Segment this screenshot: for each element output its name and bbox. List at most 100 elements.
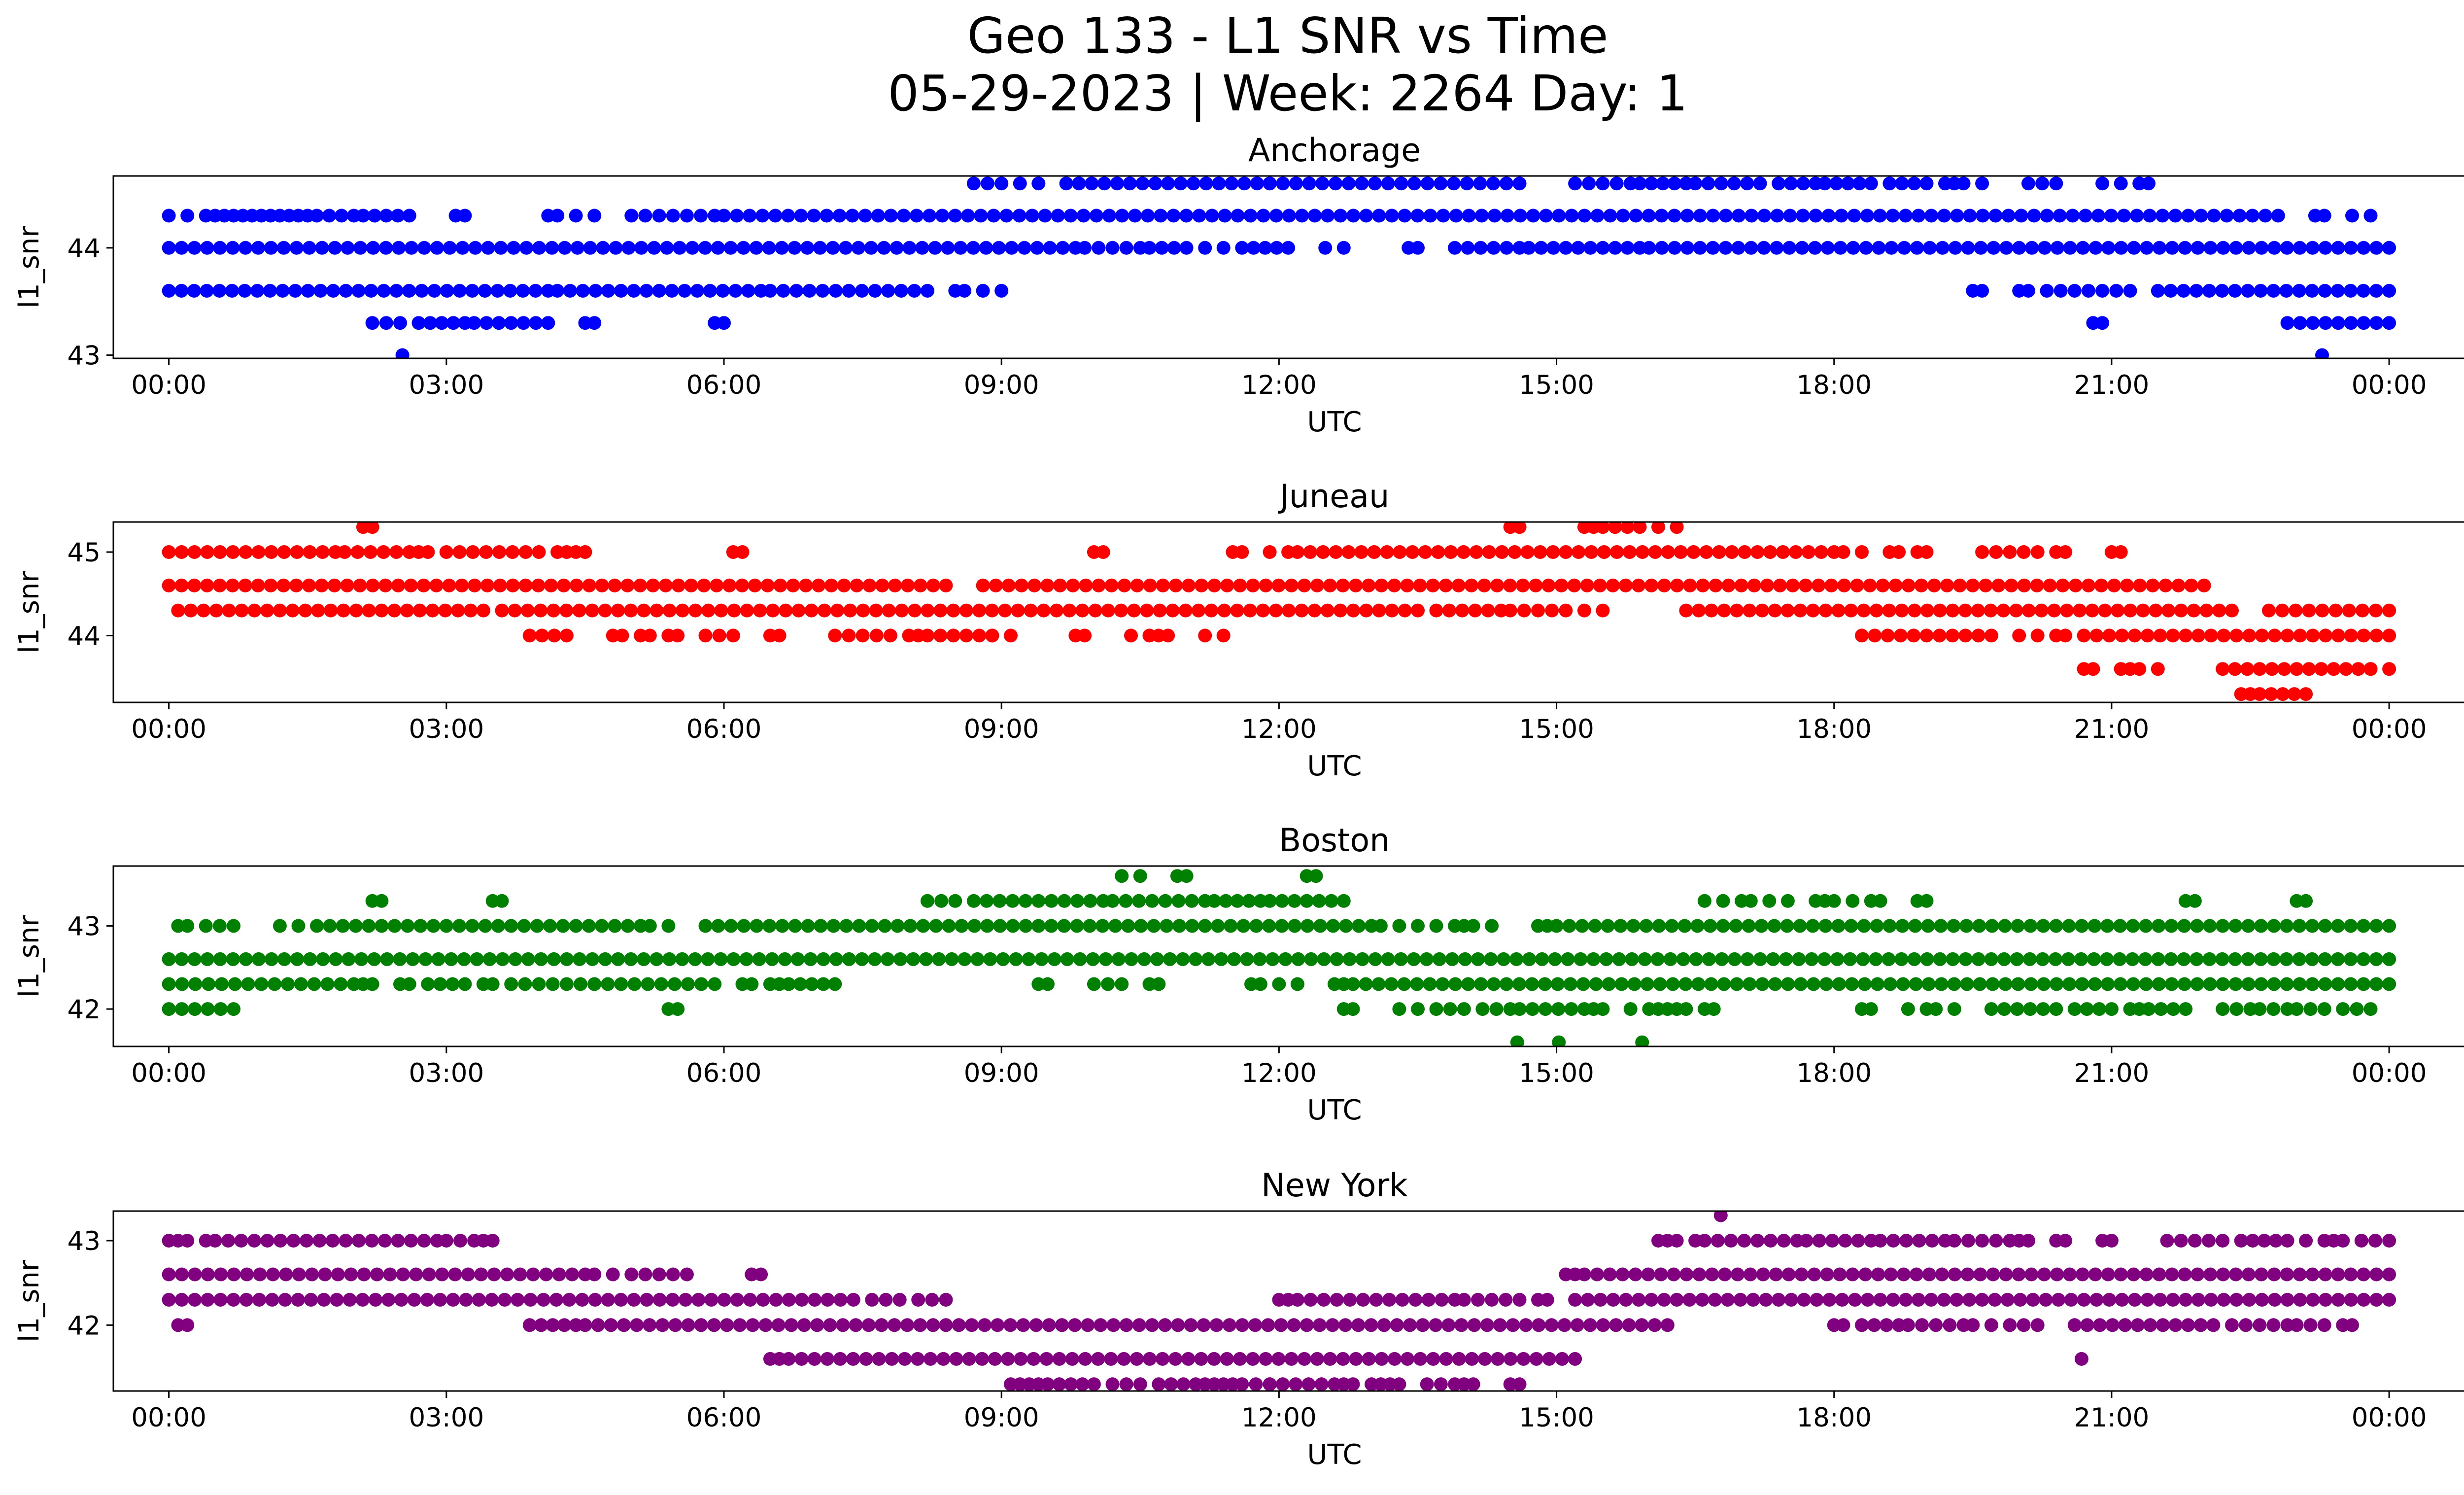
data-point <box>801 919 815 933</box>
data-point <box>2240 662 2255 676</box>
data-point <box>1349 1352 1363 1366</box>
data-point <box>588 283 603 298</box>
data-point <box>2087 952 2101 966</box>
data-point <box>1400 578 1414 592</box>
data-point <box>1235 1318 1249 1332</box>
data-point <box>728 283 743 298</box>
data-point <box>162 241 176 255</box>
data-point <box>985 603 999 618</box>
data-point <box>1927 578 1941 592</box>
data-point <box>1606 1292 1620 1307</box>
data-point <box>2212 603 2226 618</box>
data-point <box>212 919 227 933</box>
data-point <box>2030 628 2045 643</box>
data-point <box>427 283 442 298</box>
data-point <box>1660 1318 1675 1332</box>
data-point <box>1401 1352 1414 1366</box>
data-point <box>2279 283 2293 298</box>
data-point <box>1548 952 1562 966</box>
data-point <box>247 603 262 618</box>
data-point <box>1128 209 1142 223</box>
data-point <box>2318 977 2332 991</box>
data-point <box>782 1352 796 1366</box>
data-point <box>727 603 741 618</box>
data-point <box>782 1292 796 1307</box>
data-point <box>2197 578 2211 592</box>
data-point <box>1063 209 1078 223</box>
data-point <box>1972 919 1986 933</box>
data-point <box>972 628 987 643</box>
data-point <box>2254 952 2268 966</box>
data-point <box>213 241 227 255</box>
data-point <box>404 1234 418 1248</box>
data-point <box>2166 1292 2180 1307</box>
data-point <box>1729 919 1743 933</box>
data-point <box>1291 952 1305 966</box>
data-point <box>1503 578 1517 592</box>
data-point <box>1946 628 1959 643</box>
x-axis-label: UTC <box>1307 1439 1362 1471</box>
data-point <box>201 1002 215 1016</box>
data-point <box>1986 1267 2000 1282</box>
data-point <box>885 1352 899 1366</box>
data-point <box>1019 894 1032 908</box>
data-point <box>609 241 623 255</box>
data-point <box>2228 919 2243 933</box>
data-point <box>1919 176 1934 191</box>
data-point <box>1438 578 1453 592</box>
x-tick-label: 00:00 <box>131 1058 206 1088</box>
data-point <box>1525 977 1539 991</box>
data-point <box>1997 952 2011 966</box>
data-point <box>1119 241 1133 255</box>
data-point <box>2217 628 2231 643</box>
data-point <box>1744 241 1758 255</box>
data-point <box>1119 894 1133 908</box>
data-point <box>842 628 856 643</box>
data-point <box>1249 919 1264 933</box>
data-point <box>1387 578 1402 592</box>
data-point <box>758 1318 773 1332</box>
data-point <box>890 241 904 255</box>
data-point <box>1064 1377 1078 1391</box>
data-point <box>627 283 641 298</box>
data-point <box>980 919 994 933</box>
data-point <box>752 952 766 966</box>
data-point <box>884 209 898 223</box>
data-point <box>2363 662 2378 676</box>
data-point <box>1679 603 1693 618</box>
data-point <box>1127 603 1141 618</box>
data-point <box>1677 919 1692 933</box>
data-point <box>2035 952 2050 966</box>
data-point <box>2292 283 2306 298</box>
data-point <box>2140 628 2155 643</box>
x-tick-label: 15:00 <box>1519 1403 1594 1433</box>
data-point <box>789 283 804 298</box>
data-point <box>769 1292 783 1307</box>
data-point <box>1475 1002 1490 1016</box>
data-point <box>1997 1002 2012 1016</box>
data-point <box>1593 578 1607 592</box>
data-point <box>1194 1352 1208 1366</box>
data-point <box>2229 1292 2244 1307</box>
data-point <box>529 316 543 330</box>
data-point <box>1773 578 1787 592</box>
data-point <box>882 603 896 618</box>
data-point <box>888 578 902 592</box>
data-point <box>162 1267 176 1282</box>
data-point <box>1807 1267 1821 1282</box>
data-point <box>1302 176 1316 191</box>
panel-title-juneau: Juneau <box>1278 478 1390 515</box>
data-point <box>2245 209 2259 223</box>
data-point <box>2267 1292 2282 1307</box>
data-point <box>1243 603 1257 618</box>
data-point <box>652 1267 666 1282</box>
data-point <box>1429 1002 1443 1016</box>
data-point <box>2357 1267 2371 1282</box>
data-point <box>1599 952 1613 966</box>
data-point <box>1346 603 1361 618</box>
data-point <box>315 545 330 559</box>
data-point <box>2254 977 2268 991</box>
x-tick-label: 18:00 <box>1796 1058 1872 1088</box>
data-point <box>576 283 590 298</box>
data-point <box>1960 977 1974 991</box>
